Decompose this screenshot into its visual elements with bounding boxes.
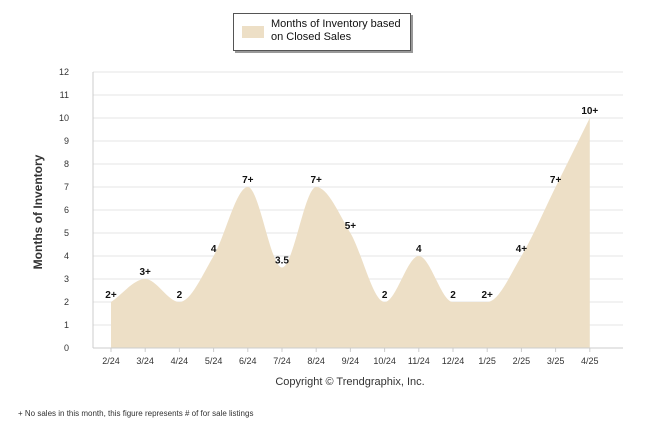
y-tick-label: 8	[64, 159, 69, 169]
data-label: 2+	[481, 290, 493, 301]
area-series	[111, 118, 590, 348]
x-tick-label: 3/25	[547, 356, 565, 366]
x-tick-label: 9/24	[342, 356, 360, 366]
data-label: 7+	[310, 175, 322, 186]
data-label: 2	[450, 290, 456, 301]
data-label: 4	[211, 244, 217, 255]
x-tick-label: 4/24	[171, 356, 189, 366]
y-tick-label: 12	[59, 67, 69, 77]
y-tick-label: 10	[59, 113, 69, 123]
x-tick-label: 4/25	[581, 356, 599, 366]
y-tick-label: 6	[64, 205, 69, 215]
legend-label: Months of Inventory based on Closed Sale…	[271, 18, 401, 43]
x-tick-label: 12/24	[442, 356, 465, 366]
axes	[92, 72, 623, 349]
y-tick-label: 2	[64, 297, 69, 307]
x-tick-label: 5/24	[205, 356, 223, 366]
x-tick-label: 7/24	[273, 356, 291, 366]
y-tick-label: 4	[64, 251, 69, 261]
y-tick-label: 3	[64, 274, 69, 284]
data-label: 4	[416, 244, 422, 255]
y-tick-label: 11	[60, 90, 69, 100]
y-axis-label: Months of Inventory	[31, 154, 45, 270]
legend-swatch	[242, 26, 264, 38]
x-tick-labels: 2/24 3/24 4/24 5/24 6/24 7/24 8/24 9/24 10/24 11/…	[102, 348, 599, 366]
y-tick-label: 5	[64, 228, 69, 238]
x-tick-label: 10/24	[373, 356, 396, 366]
y-tick-label: 9	[64, 136, 69, 146]
x-tick-label: 6/24	[239, 356, 257, 366]
data-label: 2	[382, 290, 388, 301]
x-tick-label: 8/24	[307, 356, 325, 366]
area-fill	[111, 118, 590, 348]
x-tick-label: 11/24	[408, 356, 430, 366]
data-label: 3.5	[275, 256, 289, 267]
y-tick-label: 7	[64, 182, 69, 192]
y-tick-label: 1	[64, 320, 69, 330]
data-labels: 2+ 3+ 2 4 7+ 3.5 7+ 5+ 2 4 2 2+ 4+ 7+ 10+	[105, 106, 598, 301]
copyright: Copyright © Trendgraphix, Inc.	[275, 376, 425, 388]
x-tick-label: 3/24	[136, 356, 154, 366]
data-label: 5+	[345, 221, 357, 232]
footnote: + No sales in this month, this figure re…	[18, 409, 254, 418]
data-label: 7+	[242, 175, 254, 186]
x-tick-label: 1/25	[478, 356, 496, 366]
data-label: 2+	[105, 290, 117, 301]
x-tick-label: 2/25	[513, 356, 531, 366]
data-label: 2	[177, 290, 183, 301]
data-label: 7+	[550, 175, 562, 186]
y-tick-label: 0	[64, 343, 69, 353]
x-tick-label: 2/24	[102, 356, 120, 366]
legend: Months of Inventory based on Closed Sale…	[233, 13, 411, 51]
data-label: 10+	[581, 106, 598, 117]
data-label: 4+	[516, 244, 528, 255]
data-label: 3+	[139, 267, 151, 278]
